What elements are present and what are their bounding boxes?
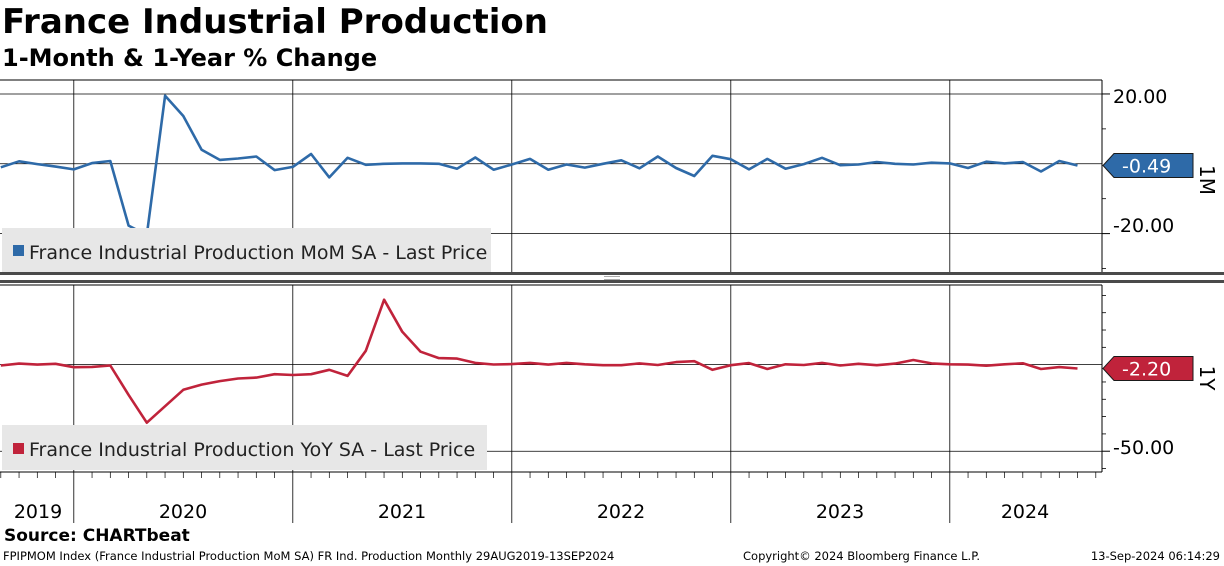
yoy-series-line — [0, 298, 1078, 425]
y-tick-label: -20.00 — [1113, 215, 1174, 237]
mom-series-line — [0, 94, 1078, 237]
chart-title: France Industrial Production — [2, 2, 548, 42]
footer-copyright: Copyright© 2024 Bloomberg Finance L.P. — [743, 549, 980, 563]
y-tick-label: 20.00 — [1113, 86, 1167, 108]
source-note: Source: CHARTbeat — [4, 526, 190, 546]
yoy-last-value-tag — [1102, 355, 1194, 381]
x-year-label: 2019 — [14, 501, 62, 523]
mom-panel-label: 1M — [1195, 165, 1219, 195]
yoy-legend-swatch — [13, 443, 24, 454]
chart-subtitle: 1-Month & 1-Year % Change — [2, 44, 378, 72]
mom-legend-label: France Industrial Production MoM SA - La… — [29, 242, 487, 264]
footer-timestamp: 13-Sep-2024 06:14:29 — [1090, 549, 1220, 563]
footer-index-info: FPIPMOM Index (France Industrial Product… — [3, 549, 615, 563]
x-year-label: 2023 — [816, 501, 864, 523]
x-year-label: 2024 — [1001, 501, 1049, 523]
yoy-last-value-label: -2.20 — [1122, 359, 1171, 381]
mom-last-value-label: -0.49 — [1122, 156, 1171, 178]
x-year-label: 2022 — [597, 501, 645, 523]
yoy-legend-box — [2, 425, 487, 470]
y-tick-label: -50.00 — [1113, 437, 1174, 459]
panel-divider[interactable] — [0, 272, 1224, 275]
panel-divider[interactable] — [0, 280, 1224, 283]
yoy-legend-label: France Industrial Production YoY SA - La… — [29, 439, 475, 461]
x-year-label: 2021 — [378, 501, 426, 523]
mom-legend-box — [2, 228, 491, 272]
yoy-panel-label: 1Y — [1195, 366, 1219, 392]
mom-legend-swatch — [13, 245, 24, 256]
mom-last-value-tag — [1102, 152, 1194, 178]
x-year-label: 2020 — [159, 501, 207, 523]
